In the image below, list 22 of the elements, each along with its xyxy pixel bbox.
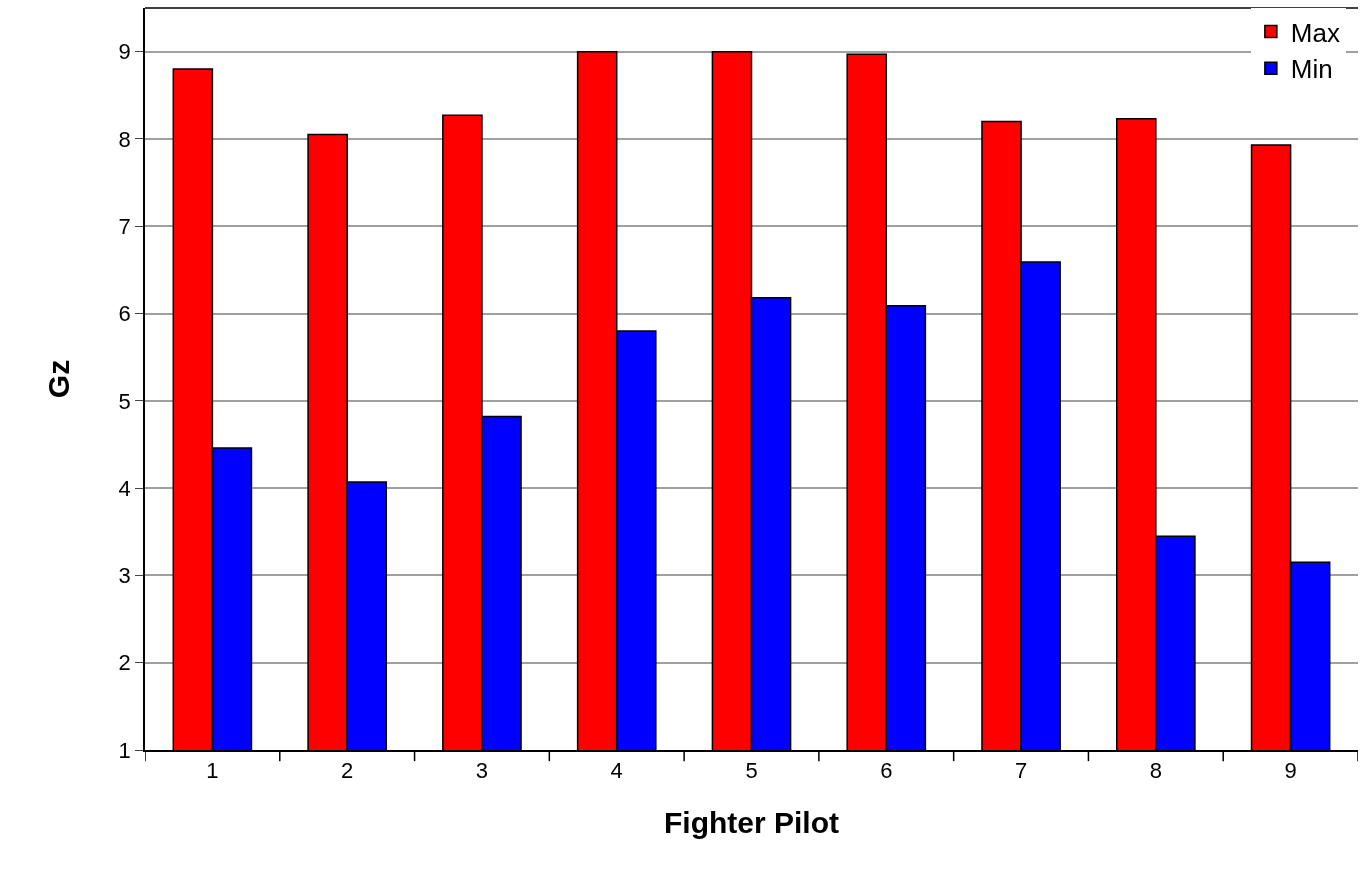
x-tick-label: 2 — [341, 758, 354, 784]
legend-label: Max — [1290, 17, 1340, 48]
y-tick-label: 7 — [118, 213, 131, 239]
x-tick-label: 3 — [475, 758, 489, 784]
x-tick-label: 6 — [880, 758, 893, 784]
y-tick-label: 6 — [118, 301, 131, 327]
y-tick-label: 3 — [118, 563, 131, 589]
x-tick-label: 8 — [1149, 758, 1162, 784]
y-tick-label: 4 — [118, 475, 131, 501]
x-tick-label: 5 — [745, 758, 758, 784]
x-tick-label: 1 — [206, 758, 219, 784]
y-axis-title: Gz — [42, 359, 76, 399]
legend-label: Min — [1290, 54, 1333, 85]
x-axis-title: Fighter Pilot — [664, 806, 839, 840]
y-tick-label: 8 — [118, 126, 131, 152]
x-tick-label: 9 — [1284, 758, 1297, 784]
y-tick-label: 2 — [118, 650, 131, 676]
x-tick-label: 7 — [1014, 758, 1028, 784]
y-tick-label: 5 — [118, 388, 131, 414]
y-tick-label: 1 — [118, 737, 131, 763]
x-tick-label: 4 — [610, 758, 623, 784]
y-tick-label: 9 — [118, 39, 131, 65]
